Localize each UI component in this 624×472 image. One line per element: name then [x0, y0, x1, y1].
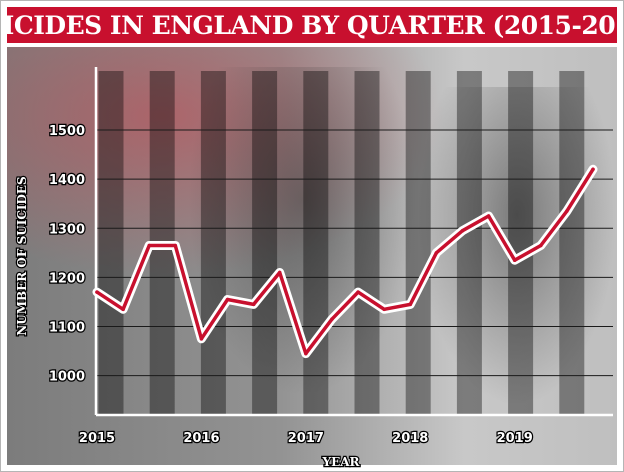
x-tick-label: 2016: [183, 431, 219, 446]
background-stripe: [98, 71, 124, 415]
x-tick-label: 2019: [497, 431, 533, 446]
data-point: [330, 317, 334, 321]
y-tick-label: 1400: [49, 173, 85, 188]
background-tint: [7, 47, 447, 277]
y-tick-label: 1300: [49, 222, 85, 237]
chart-series: [92, 164, 598, 359]
data-point: [304, 351, 308, 356]
x-tick-label: 2017: [288, 431, 324, 446]
y-tick-label: 1200: [49, 271, 85, 286]
data-point: [434, 251, 439, 255]
y-tick-label: 1000: [49, 370, 85, 385]
background-stripe: [252, 71, 278, 415]
background-stripe: [456, 71, 482, 415]
data-point: [173, 243, 178, 248]
chart-title: SUICIDES IN ENGLAND BY QUARTER (2015-201…: [1, 10, 623, 40]
data-point: [486, 214, 491, 218]
data-point: [591, 167, 595, 172]
data-point: [147, 243, 151, 248]
data-point: [408, 302, 413, 307]
background-stripe: [354, 71, 380, 415]
data-point: [460, 228, 465, 233]
y-tick-labels: 1000 1100 1200 1300 1400 1500: [48, 123, 87, 386]
x-tick-label: 2015: [79, 431, 115, 446]
data-point: [565, 209, 569, 213]
x-tick-label: 2018: [392, 431, 428, 446]
x-tick-labels: 2015 2016 2017 2018 2019: [78, 430, 534, 448]
background-stripe: [405, 71, 431, 415]
background-figure-right: [417, 87, 617, 407]
x-axis-label: YEAR: [322, 455, 361, 469]
data-point: [356, 290, 360, 294]
y-tick-label: 1100: [49, 321, 85, 336]
background-stripe: [200, 71, 226, 415]
data-point: [121, 307, 125, 312]
data-point: [95, 290, 99, 294]
data-point: [225, 297, 230, 302]
data-point: [277, 270, 282, 275]
background-stripe: [303, 71, 329, 415]
chart-gridlines: [96, 129, 613, 377]
chart-axes: [94, 67, 613, 417]
y-axis-label: NUMBER OF SUICIDES: [15, 176, 29, 335]
background-stripe: [559, 71, 585, 415]
chart-stripes: [98, 71, 585, 415]
data-point: [382, 307, 386, 312]
data-point: [251, 302, 256, 307]
data-point: [199, 337, 204, 341]
series-line: [95, 167, 595, 356]
background-stripe: [508, 71, 534, 415]
data-point: [512, 258, 517, 262]
y-tick-label: 1500: [49, 124, 85, 139]
title-banner: SUICIDES IN ENGLAND BY QUARTER (2015-201…: [1, 7, 623, 43]
data-point: [539, 243, 543, 248]
